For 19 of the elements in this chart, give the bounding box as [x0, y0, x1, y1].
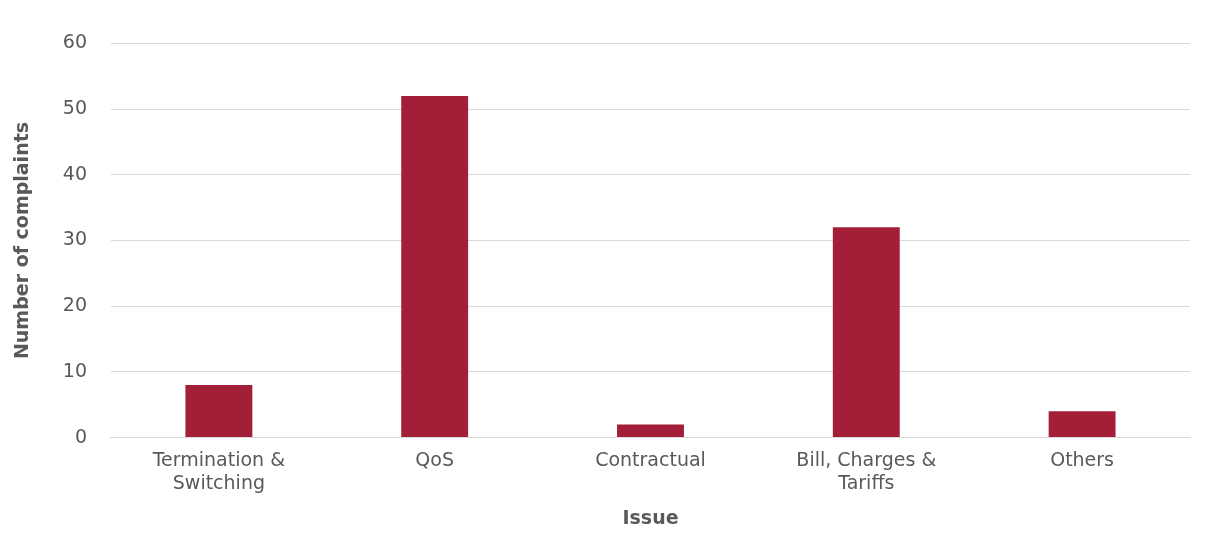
y-axis-title: Number of complaints — [10, 121, 33, 360]
y-tick-label: 0 — [74, 424, 87, 447]
x-tick-label: Others — [1050, 447, 1115, 470]
bar — [401, 95, 469, 438]
x-tick-label: Contractual — [595, 447, 706, 470]
y-tick-label: 20 — [62, 293, 87, 316]
y-tick-label: 60 — [62, 30, 87, 53]
bar — [617, 424, 684, 438]
x-axis-title: Issue — [622, 505, 679, 528]
bar — [832, 227, 900, 438]
y-tick-label: 10 — [62, 358, 87, 381]
y-tick-label: 40 — [62, 161, 87, 184]
bar — [1048, 411, 1116, 438]
x-tick-label: Termination & Switching — [151, 447, 286, 493]
x-tick-label: Bill, Charges & Tariffs — [796, 447, 937, 493]
bar — [185, 385, 253, 438]
x-tick-label: QoS — [415, 447, 454, 470]
y-tick-label: 50 — [62, 96, 87, 119]
y-tick-label: 30 — [62, 227, 87, 250]
